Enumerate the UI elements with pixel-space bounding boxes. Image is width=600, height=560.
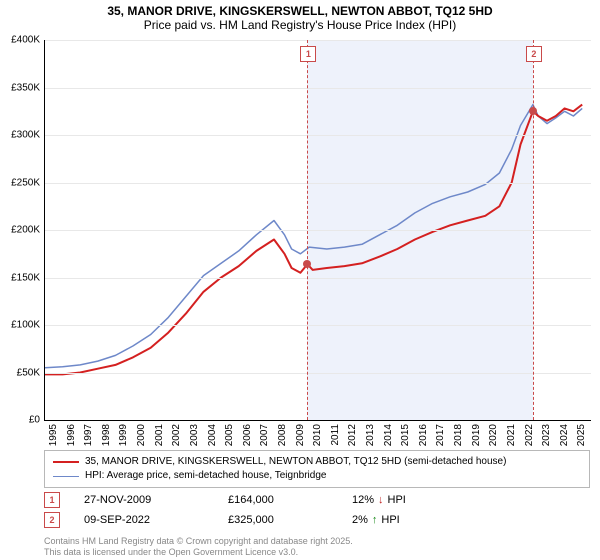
gridline-h (45, 325, 591, 326)
legend-swatch (53, 461, 79, 463)
x-axis-label: 2011 (330, 424, 341, 446)
sale-row-pct: 12%↓HPI (352, 494, 406, 506)
legend-label: HPI: Average price, semi-detached house,… (85, 469, 326, 483)
x-axis-label: 2022 (524, 424, 535, 446)
gridline-h (45, 278, 591, 279)
sale-row-badge: 1 (44, 492, 60, 508)
y-axis-label: £250K (0, 177, 40, 188)
series-line (45, 105, 582, 375)
x-axis-label: 2015 (400, 424, 411, 446)
gridline-h (45, 40, 591, 41)
gridline-h (45, 183, 591, 184)
x-axis-label: 2006 (242, 424, 253, 446)
x-axis-label: 2001 (154, 424, 165, 446)
sale-row-badge: 2 (44, 512, 60, 528)
x-axis-label: 1998 (101, 424, 112, 446)
title-block: 35, MANOR DRIVE, KINGSKERSWELL, NEWTON A… (0, 0, 600, 32)
y-axis-label: £300K (0, 130, 40, 141)
sale-row-pct: 2%↑HPI (352, 514, 400, 526)
y-axis-label: £400K (0, 35, 40, 46)
x-axis-label: 2007 (259, 424, 270, 446)
gridline-h (45, 230, 591, 231)
attribution-line1: Contains HM Land Registry data © Crown c… (44, 536, 353, 547)
x-axis-label: 1999 (118, 424, 129, 446)
x-axis-label: 1995 (48, 424, 59, 446)
x-axis-label: 2016 (418, 424, 429, 446)
x-axis-label: 2010 (312, 424, 323, 446)
legend-box: 35, MANOR DRIVE, KINGSKERSWELL, NEWTON A… (44, 450, 590, 488)
x-axis-label: 2005 (224, 424, 235, 446)
sale-row: 2 09-SEP-2022 £325,000 2%↑HPI (44, 512, 590, 528)
trend-arrow-icon: ↑ (372, 514, 378, 526)
x-axis-label: 2023 (541, 424, 552, 446)
sale-row-price: £325,000 (228, 514, 328, 526)
y-axis-label: £200K (0, 225, 40, 236)
x-axis-label: 2020 (488, 424, 499, 446)
sale-row-date: 27-NOV-2009 (84, 494, 204, 506)
x-axis-label: 2012 (347, 424, 358, 446)
plot-area: 12 (44, 40, 591, 421)
y-axis-label: £150K (0, 272, 40, 283)
x-axis-label: 1996 (66, 424, 77, 446)
gridline-h (45, 135, 591, 136)
y-axis-label: £350K (0, 82, 40, 93)
x-axis-label: 2014 (383, 424, 394, 446)
x-axis-label: 2018 (453, 424, 464, 446)
series-line (45, 105, 582, 368)
legend-row: 35, MANOR DRIVE, KINGSKERSWELL, NEWTON A… (53, 455, 581, 469)
x-axis-label: 2009 (295, 424, 306, 446)
x-axis-label: 2025 (576, 424, 587, 446)
gridline-h (45, 373, 591, 374)
attribution: Contains HM Land Registry data © Crown c… (44, 536, 353, 558)
x-axis-label: 2008 (277, 424, 288, 446)
title-address: 35, MANOR DRIVE, KINGSKERSWELL, NEWTON A… (0, 4, 600, 18)
y-axis-label: £50K (0, 367, 40, 378)
x-axis-label: 2017 (435, 424, 446, 446)
y-axis-label: £0 (0, 415, 40, 426)
legend-label: 35, MANOR DRIVE, KINGSKERSWELL, NEWTON A… (85, 455, 506, 469)
sale-row: 1 27-NOV-2009 £164,000 12%↓HPI (44, 492, 590, 508)
sales-table: 1 27-NOV-2009 £164,000 12%↓HPI 2 09-SEP-2022 £… (44, 492, 590, 532)
sale-marker-line (533, 40, 534, 420)
sale-marker-line (307, 40, 308, 420)
x-axis-label: 1997 (83, 424, 94, 446)
sale-marker-dot (529, 107, 537, 115)
x-axis-label: 2004 (207, 424, 218, 446)
x-axis-label: 2019 (471, 424, 482, 446)
sale-marker-dot (303, 260, 311, 268)
y-axis-label: £100K (0, 320, 40, 331)
sale-row-price: £164,000 (228, 494, 328, 506)
sale-marker-badge: 1 (300, 46, 316, 62)
x-axis-label: 2003 (189, 424, 200, 446)
x-axis-label: 2000 (136, 424, 147, 446)
x-axis-label: 2013 (365, 424, 376, 446)
legend-row: HPI: Average price, semi-detached house,… (53, 469, 581, 483)
x-axis-label: 2002 (171, 424, 182, 446)
legend-swatch (53, 476, 79, 477)
attribution-line2: This data is licensed under the Open Gov… (44, 547, 353, 558)
x-axis-label: 2024 (559, 424, 570, 446)
chart-container: 35, MANOR DRIVE, KINGSKERSWELL, NEWTON A… (0, 0, 600, 560)
sale-row-date: 09-SEP-2022 (84, 514, 204, 526)
title-subtitle: Price paid vs. HM Land Registry's House … (0, 18, 600, 32)
gridline-h (45, 88, 591, 89)
sale-marker-badge: 2 (526, 46, 542, 62)
trend-arrow-icon: ↓ (378, 494, 384, 506)
x-axis-label: 2021 (506, 424, 517, 446)
